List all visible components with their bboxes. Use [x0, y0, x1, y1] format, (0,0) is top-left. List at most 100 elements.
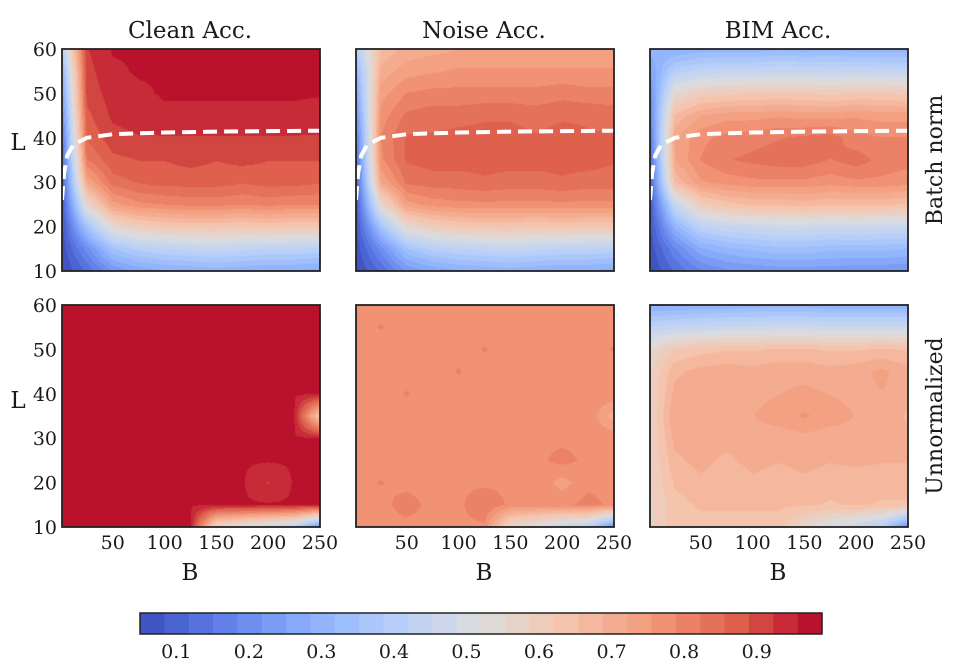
colorbar-level	[334, 613, 360, 634]
colorbar-level	[773, 613, 799, 634]
colorbar-level	[602, 613, 628, 634]
y-tick-label: 20	[33, 217, 57, 239]
colorbar-level	[456, 613, 482, 634]
colorbar-level	[578, 613, 604, 634]
y-tick-label: 40	[33, 384, 57, 406]
panel-frame	[649, 304, 909, 528]
colorbar-level	[359, 613, 385, 634]
colorbar-tick-label: 0.2	[234, 641, 264, 663]
heatmap-field	[62, 305, 320, 527]
heatmap-field	[62, 49, 320, 271]
x-tick-label: 150	[786, 532, 822, 554]
colorbar-level	[432, 613, 458, 634]
colorbar-tick-label: 0.9	[742, 641, 772, 663]
colorbar-level	[140, 613, 165, 634]
heatmap-field	[356, 49, 614, 271]
boundary-curve	[62, 128, 320, 201]
colorbar-level	[724, 613, 750, 634]
colorbar-tick-label: 0.5	[451, 641, 481, 663]
colorbar-level	[261, 613, 287, 634]
x-tick-label: 50	[689, 532, 713, 554]
x-tick-label: 150	[198, 532, 234, 554]
colorbar-level	[237, 613, 263, 634]
row-labels: Batch norm Unnormalized	[923, 95, 948, 495]
row-label-unnormalized: Unnormalized	[923, 337, 948, 494]
panel-unnormalized-clean: 10 20 30 40 50 60 50 100 150 200 250	[33, 295, 338, 554]
colorbar-level	[286, 613, 312, 634]
y-tick-label: 50	[33, 339, 57, 361]
colorbar-level	[797, 613, 823, 634]
panel-frame	[61, 48, 321, 272]
y-tick-label: 60	[33, 39, 57, 61]
panel-frame	[649, 48, 909, 272]
colorbar-level	[481, 613, 506, 634]
x-tick-label: 100	[440, 532, 476, 554]
x-tick-label: 50	[395, 532, 419, 554]
colorbar-level	[383, 613, 409, 634]
colorbar-level	[164, 613, 190, 634]
colorbar-level	[407, 613, 433, 634]
y-axis-label-top: L	[10, 130, 25, 156]
y-tick-label: 60	[33, 295, 57, 317]
x-tick-label: 50	[101, 532, 125, 554]
y-tick-label: 10	[33, 517, 57, 539]
colorbar-level	[675, 613, 701, 634]
panel-batch-norm-noise	[355, 48, 615, 272]
x-axis-label-noise: B	[476, 560, 493, 586]
x-axis-label-clean: B	[182, 560, 199, 586]
colorbar-level	[554, 613, 580, 634]
colorbar-level	[188, 613, 214, 634]
y-tick-label: 30	[33, 172, 57, 194]
colorbar: 0.1 0.2 0.3 0.4 0.5 0.6 0.7 0.8 0.9	[139, 612, 823, 663]
colorbar-tick-label: 0.7	[596, 641, 626, 663]
colorbar-level	[651, 613, 677, 634]
colorbar-level	[700, 613, 726, 634]
boundary-curve	[650, 128, 908, 201]
colorbar-level	[748, 613, 774, 634]
x-tick-label: 250	[890, 532, 926, 554]
boundary-curve	[356, 128, 614, 201]
column-title-clean: Clean Acc.	[128, 18, 252, 44]
colorbar-level	[529, 613, 555, 634]
colorbar-tick-label: 0.4	[379, 641, 409, 663]
column-title-noise: Noise Acc.	[422, 18, 546, 44]
panel-batch-norm-clean: 10 20 30 40 50 60	[33, 39, 321, 283]
x-tick-label: 200	[544, 532, 580, 554]
colorbar-level	[310, 613, 336, 634]
panel-frame	[355, 48, 615, 272]
heatmap-field	[356, 305, 614, 527]
x-tick-label: 250	[302, 532, 338, 554]
x-tick-label: 250	[596, 532, 632, 554]
y-tick-label: 30	[33, 428, 57, 450]
y-tick-label: 50	[33, 83, 57, 105]
y-axis-labels: L L	[10, 130, 25, 414]
colorbar-level	[213, 613, 239, 634]
panel-unnormalized-noise: 50 100 150 200 250	[355, 304, 632, 554]
colorbar-level	[505, 613, 531, 634]
colorbar-tick-label: 0.1	[161, 641, 191, 663]
y-tick-label: 10	[33, 261, 57, 283]
column-titles: Clean Acc. Noise Acc. BIM Acc.	[128, 18, 831, 44]
panel-frame	[61, 304, 321, 528]
x-axis-label-bim: B	[770, 560, 787, 586]
x-tick-label: 150	[492, 532, 528, 554]
x-tick-label: 100	[734, 532, 770, 554]
colorbar-tick-label: 0.8	[669, 641, 699, 663]
heatmap-field	[650, 305, 908, 527]
x-tick-label: 200	[838, 532, 874, 554]
row-label-batch-norm: Batch norm	[923, 95, 948, 226]
panel-frame	[355, 304, 615, 528]
colorbar-tick-label: 0.6	[524, 641, 554, 663]
y-axis-label-bottom: L	[10, 388, 25, 414]
heatmap-field	[650, 49, 908, 271]
column-title-bim: BIM Acc.	[725, 18, 832, 44]
x-tick-label: 100	[146, 532, 182, 554]
x-tick-label: 200	[250, 532, 286, 554]
y-tick-label: 20	[33, 473, 57, 495]
colorbar-frame	[139, 612, 823, 635]
x-axis-labels: B B B	[182, 560, 787, 586]
panel-batch-norm-bim	[649, 48, 909, 272]
colorbar-tick-label: 0.3	[306, 641, 336, 663]
